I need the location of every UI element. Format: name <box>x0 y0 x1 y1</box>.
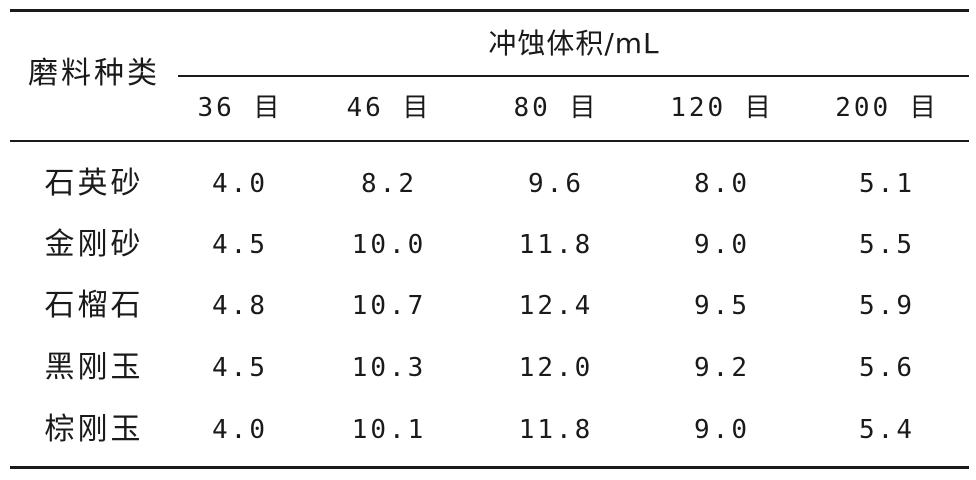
table-top-rule <box>10 9 969 12</box>
cell-value: 4.0 <box>212 415 268 445</box>
cell-value: 4.0 <box>212 169 268 199</box>
row-label-black-corundum: 黑刚玉 <box>44 350 144 385</box>
cell-value: 12.0 <box>518 353 594 383</box>
group-header-erosion-volume: 冲蚀体积/mL <box>488 27 660 60</box>
table-bottom-rule <box>10 466 969 469</box>
table-header-rule <box>10 140 969 142</box>
cell-value: 9.5 <box>694 291 750 321</box>
cell-value: 9.0 <box>694 415 750 445</box>
cell-value: 5.9 <box>859 291 915 321</box>
cell-value: 5.5 <box>859 230 915 260</box>
cell-value: 9.6 <box>528 169 584 199</box>
cell-value: 4.5 <box>212 230 268 260</box>
row-label-quartz-sand: 石英砂 <box>44 166 144 201</box>
cell-value: 10.7 <box>351 291 427 321</box>
cell-value: 10.0 <box>351 230 427 260</box>
cell-value: 10.3 <box>351 353 427 383</box>
cell-value: 11.8 <box>518 230 594 260</box>
row-label-garnet: 石榴石 <box>44 288 144 323</box>
cell-value: 11.8 <box>518 415 594 445</box>
column-header-200-mesh: 200 目 <box>835 93 939 123</box>
row-label-brown-corundum: 棕刚玉 <box>44 412 144 447</box>
cell-value: 9.0 <box>694 230 750 260</box>
cell-value: 5.1 <box>859 169 915 199</box>
cell-value: 8.0 <box>694 169 750 199</box>
group-header-rule <box>178 75 969 77</box>
cell-value: 4.8 <box>212 291 268 321</box>
row-label-carborundum: 金刚砂 <box>44 227 144 262</box>
cell-value: 5.6 <box>859 353 915 383</box>
column-header-46-mesh: 46 目 <box>346 93 432 123</box>
column-header-120-mesh: 120 目 <box>670 93 774 123</box>
row-header-label: 磨料种类 <box>28 56 160 91</box>
cell-value: 4.5 <box>212 353 268 383</box>
cell-value: 10.1 <box>351 415 427 445</box>
cell-value: 12.4 <box>518 291 594 321</box>
column-header-80-mesh: 80 目 <box>513 93 599 123</box>
column-header-36-mesh: 36 目 <box>197 93 283 123</box>
cell-value: 9.2 <box>694 353 750 383</box>
cell-value: 8.2 <box>361 169 417 199</box>
cell-value: 5.4 <box>859 415 915 445</box>
